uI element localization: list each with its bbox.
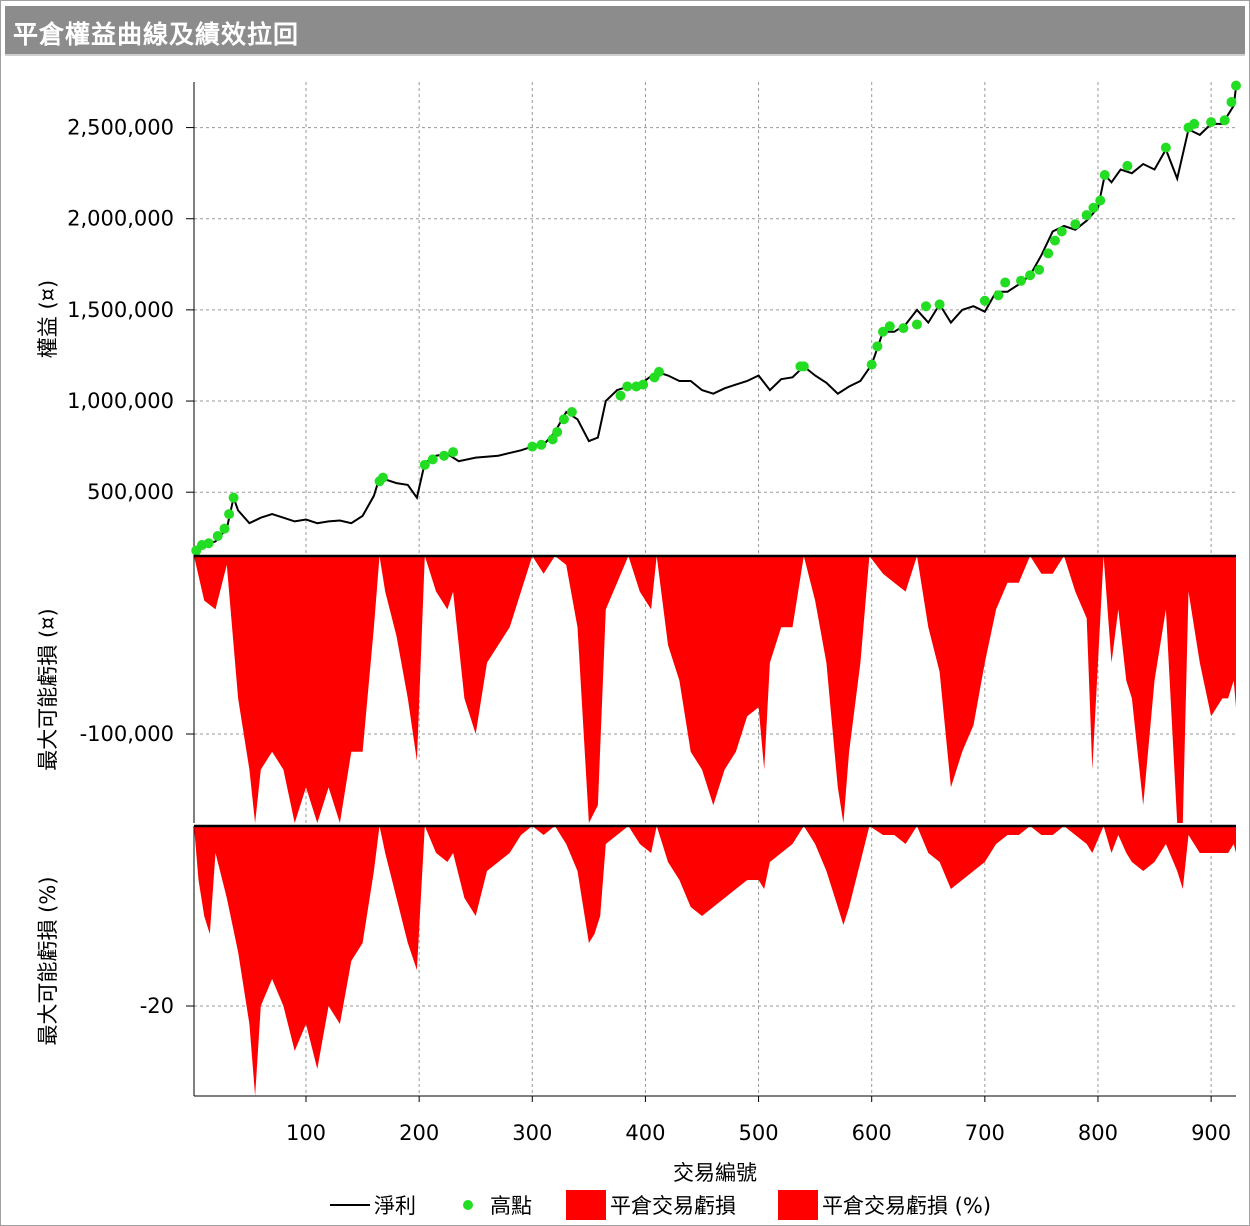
high-point-marker bbox=[558, 414, 569, 425]
y-axis-label: 權益 (¤) bbox=[36, 280, 60, 358]
high-point-marker bbox=[1160, 142, 1171, 153]
high-point-marker bbox=[1043, 248, 1054, 259]
x-axis-label: 交易編號 bbox=[673, 1161, 757, 1185]
legend-label: 平倉交易虧損 bbox=[610, 1194, 736, 1218]
high-point-marker bbox=[552, 427, 563, 438]
x-tick-label: 200 bbox=[399, 1121, 439, 1145]
high-point-marker bbox=[1034, 264, 1045, 275]
x-tick-label: 300 bbox=[512, 1121, 552, 1145]
high-point-marker bbox=[934, 299, 945, 310]
high-point-marker bbox=[1081, 210, 1092, 221]
y-tick-label: 1,000,000 bbox=[67, 389, 174, 413]
y-tick-label: 2,000,000 bbox=[67, 207, 174, 231]
high-point-marker bbox=[993, 290, 1004, 301]
high-point-marker bbox=[1016, 275, 1027, 286]
high-point-marker bbox=[1070, 219, 1081, 230]
high-point-marker bbox=[377, 472, 388, 483]
high-point-marker bbox=[1049, 235, 1060, 246]
high-point-marker bbox=[536, 439, 547, 450]
legend-swatch-box bbox=[566, 1190, 606, 1220]
high-point-marker bbox=[219, 523, 230, 534]
high-point-marker bbox=[911, 319, 922, 330]
high-point-marker bbox=[979, 295, 990, 306]
high-point-marker bbox=[615, 390, 626, 401]
drawdown-area bbox=[194, 556, 1236, 823]
high-point-marker bbox=[203, 538, 214, 549]
drawdown-pct-area bbox=[194, 826, 1236, 1096]
window-title-bar: 平倉權益曲線及績效拉回 bbox=[5, 6, 1245, 56]
legend-swatch-box bbox=[778, 1190, 818, 1220]
x-tick-label: 100 bbox=[286, 1121, 326, 1145]
high-point-marker bbox=[224, 509, 235, 520]
x-tick-label: 700 bbox=[965, 1121, 1005, 1145]
high-point-marker bbox=[212, 530, 223, 541]
high-point-marker bbox=[1025, 270, 1036, 281]
y-tick-label: 2,500,000 bbox=[67, 116, 174, 140]
y-tick-label: 1,500,000 bbox=[67, 298, 174, 322]
high-point-marker bbox=[898, 323, 909, 334]
y-tick-label: -100,000 bbox=[80, 722, 174, 746]
x-tick-label: 800 bbox=[1078, 1121, 1118, 1145]
window-title: 平倉權益曲線及績效拉回 bbox=[13, 20, 300, 49]
high-point-marker bbox=[1226, 97, 1237, 108]
high-point-marker bbox=[1122, 160, 1133, 171]
high-point-marker bbox=[427, 454, 438, 465]
y-axis-label: 最大可能虧損 (¤) bbox=[36, 608, 60, 770]
legend-swatch-dot bbox=[463, 1200, 473, 1210]
high-point-marker bbox=[439, 450, 450, 461]
x-tick-label: 500 bbox=[739, 1121, 779, 1145]
high-point-marker bbox=[866, 359, 877, 370]
high-point-marker bbox=[798, 361, 809, 372]
high-point-marker bbox=[1056, 226, 1067, 237]
x-tick-label: 400 bbox=[625, 1121, 665, 1145]
high-point-marker bbox=[1189, 118, 1200, 129]
y-axis-label: 最大可能虧損 (%) bbox=[36, 876, 60, 1045]
y-tick-label: 500,000 bbox=[87, 480, 174, 504]
high-point-marker bbox=[419, 459, 430, 470]
high-point-marker bbox=[653, 366, 664, 377]
high-point-marker bbox=[1231, 80, 1241, 91]
high-point-marker bbox=[878, 326, 889, 337]
series-line-net-profit bbox=[193, 87, 1237, 555]
legend-label: 高點 bbox=[490, 1194, 532, 1218]
high-point-marker bbox=[872, 341, 883, 352]
legend-label: 淨利 bbox=[374, 1194, 416, 1218]
high-point-marker bbox=[527, 441, 538, 452]
high-point-marker bbox=[1219, 115, 1230, 126]
x-tick-label: 900 bbox=[1191, 1121, 1231, 1145]
high-point-marker bbox=[622, 381, 633, 392]
high-point-marker bbox=[884, 321, 895, 332]
high-point-marker bbox=[547, 434, 558, 445]
high-point-marker bbox=[228, 492, 239, 503]
high-point-marker bbox=[448, 447, 459, 458]
y-tick-label: -20 bbox=[140, 994, 174, 1018]
high-point-marker bbox=[1206, 117, 1217, 128]
legend-label: 平倉交易虧損 (%) bbox=[822, 1194, 991, 1218]
high-point-marker bbox=[638, 379, 649, 390]
high-point-marker bbox=[1099, 169, 1110, 180]
high-point-marker bbox=[921, 301, 932, 312]
high-point-marker bbox=[566, 406, 577, 417]
high-point-marker bbox=[1095, 195, 1106, 206]
x-tick-label: 600 bbox=[852, 1121, 892, 1145]
high-point-marker bbox=[1000, 277, 1011, 288]
high-point-marker bbox=[1088, 202, 1099, 213]
